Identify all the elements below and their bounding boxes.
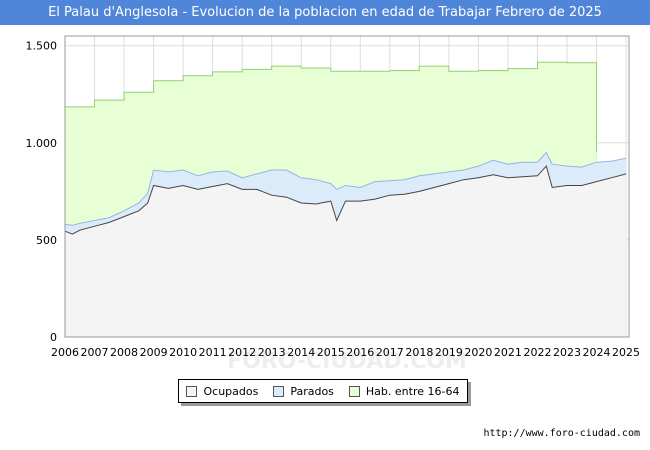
legend-swatch-parados bbox=[273, 385, 285, 397]
x-tick-label-14: 2020 bbox=[464, 346, 492, 359]
x-tick-label-0: 2006 bbox=[51, 346, 79, 359]
x-tick-label-9: 2015 bbox=[317, 346, 345, 359]
plot-border bbox=[64, 35, 630, 338]
line-hab-entre-16-64 bbox=[65, 61, 597, 153]
x-tick-label-7: 2013 bbox=[258, 346, 286, 359]
x-tick-label-3: 2009 bbox=[140, 346, 168, 359]
x-tick-label-13: 2019 bbox=[435, 346, 463, 359]
y-tick-label-3: 1.500 bbox=[26, 40, 58, 53]
legend-label-ocupados: Ocupados bbox=[203, 384, 259, 398]
x-tick-label-15: 2021 bbox=[494, 346, 522, 359]
x-tick-label-10: 2016 bbox=[346, 346, 374, 359]
y-tick-label-1: 500 bbox=[36, 234, 57, 247]
y-tick-label-2: 1.000 bbox=[26, 137, 58, 150]
x-tick-label-11: 2017 bbox=[376, 346, 404, 359]
area-ocupados bbox=[65, 166, 626, 337]
x-tick-label-6: 2012 bbox=[228, 346, 256, 359]
x-tick-label-16: 2022 bbox=[523, 346, 551, 359]
x-tick-label-1: 2007 bbox=[81, 346, 109, 359]
x-tick-label-2: 2008 bbox=[110, 346, 138, 359]
x-tick-label-4: 2010 bbox=[169, 346, 197, 359]
legend-label-hab: Hab. entre 16-64 bbox=[365, 384, 460, 398]
legend-item-parados: Parados bbox=[273, 385, 334, 398]
x-tick-label-5: 2011 bbox=[199, 346, 227, 359]
legend-swatch-ocupados bbox=[186, 385, 198, 397]
legend-item-hab: Hab. entre 16-64 bbox=[348, 384, 460, 398]
legend-swatch-hab bbox=[348, 385, 360, 397]
line-parados bbox=[64, 151, 627, 226]
x-tick-label-12: 2018 bbox=[405, 346, 433, 359]
x-tick-label-8: 2014 bbox=[287, 346, 315, 359]
x-tick-label-17: 2023 bbox=[553, 346, 581, 359]
x-tick-label-18: 2024 bbox=[583, 346, 611, 359]
source-url[interactable]: http://www.foro-ciudad.com bbox=[483, 428, 640, 439]
chart-legend: Ocupados Parados Hab. entre 16-64 bbox=[178, 379, 468, 403]
chart-title: El Palau d'Anglesola - Evolucion de la p… bbox=[0, 0, 650, 25]
y-tick-label-0: 0 bbox=[50, 331, 57, 344]
line-ocupados bbox=[64, 165, 627, 235]
legend-label-parados: Parados bbox=[290, 384, 334, 398]
legend-item-ocupados: Ocupados bbox=[186, 385, 258, 398]
x-tick-label-19: 2025 bbox=[612, 346, 640, 359]
watermark: FORO-CIUDAD.COM bbox=[227, 349, 467, 374]
